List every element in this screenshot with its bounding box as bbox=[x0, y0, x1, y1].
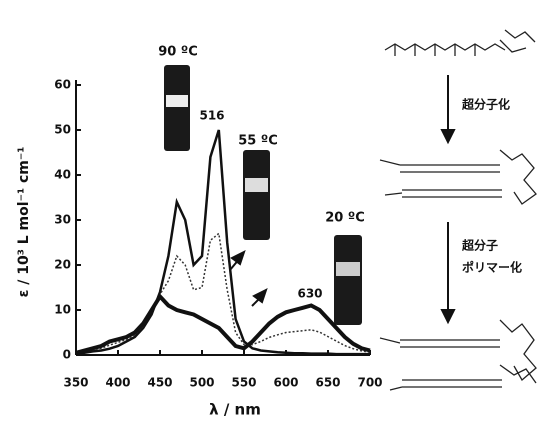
x-tick-label: 500 bbox=[189, 376, 214, 390]
peak-label: 516 bbox=[199, 109, 224, 123]
x-tick-label: 400 bbox=[105, 376, 130, 390]
y-tick-label: 30 bbox=[54, 213, 71, 227]
x-tick-label: 350 bbox=[63, 376, 88, 390]
y-tick-label: 10 bbox=[54, 303, 71, 317]
step-label: 超分子 bbox=[461, 238, 498, 253]
x-tick-label: 650 bbox=[315, 376, 340, 390]
step-label: ポリマー化 bbox=[462, 260, 522, 275]
vials bbox=[164, 65, 362, 325]
spectrum-line bbox=[76, 130, 370, 354]
x-tick-label: 700 bbox=[357, 376, 382, 390]
temperature-label: 90 ºC bbox=[158, 45, 198, 60]
y-tick-label: 60 bbox=[54, 78, 71, 92]
y-tick-label: 0 bbox=[63, 348, 71, 362]
x-tick-label: 550 bbox=[231, 376, 256, 390]
y-tick-label: 50 bbox=[54, 123, 71, 137]
x-tick-label: 600 bbox=[273, 376, 298, 390]
peak-label: 630 bbox=[297, 287, 322, 301]
molecules bbox=[380, 30, 536, 390]
temperature-label: 20 ºC bbox=[325, 211, 365, 226]
figure: λ / nm ε / 10³ L mol⁻¹ cm⁻¹ 516 630 90 º… bbox=[0, 0, 542, 423]
y-tick-label: 40 bbox=[54, 168, 71, 182]
y-tick-label: 20 bbox=[54, 258, 71, 272]
x-tick-label: 450 bbox=[147, 376, 172, 390]
x-axis-title: λ / nm bbox=[209, 401, 261, 419]
temperature-label: 55 ºC bbox=[238, 134, 278, 149]
step-label: 超分子化 bbox=[461, 97, 510, 112]
y-axis-title: ε / 10³ L mol⁻¹ cm⁻¹ bbox=[16, 147, 32, 298]
